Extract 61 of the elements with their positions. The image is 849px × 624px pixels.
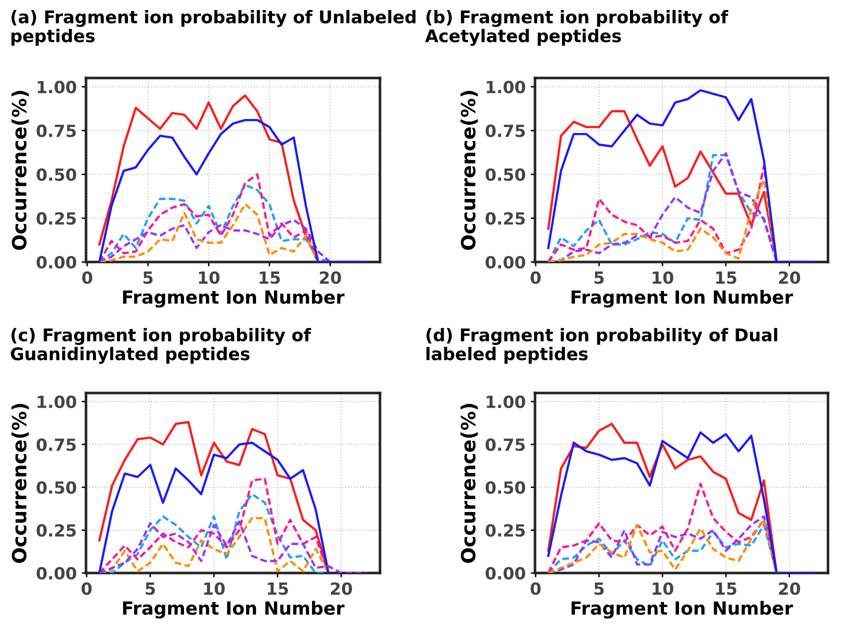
y-tick-label: 0.75 (36, 124, 76, 138)
y-tick-label: 0.00 (36, 256, 76, 269)
line-series (547, 431, 816, 573)
x-tick-label: 15 (716, 582, 736, 595)
y-tick-label: 1.00 (38, 80, 76, 94)
y-tick-label: 0.50 (486, 481, 526, 494)
y-tick-label: 0.50 (36, 481, 76, 494)
x-tick-label: 0 (82, 582, 92, 595)
y-axis-title: Occurrence(%) (12, 404, 29, 563)
y-tick-label: 0.00 (486, 566, 526, 580)
x-tick-label: 0 (530, 582, 541, 595)
chart-title: (a) Fragment ion probability of Unlabeled peptides (11, 10, 416, 46)
y-tick-label: 0.25 (36, 524, 76, 537)
x-tick-label: 20 (779, 582, 800, 595)
x-tick-label: 5 (143, 272, 153, 284)
x-tick-label: 20 (320, 271, 341, 284)
y-tick-label: 0.25 (36, 212, 76, 225)
x-tick-label: 10 (198, 271, 220, 284)
line-series (547, 89, 816, 262)
line-series (98, 520, 368, 573)
y-tick-label: 0.25 (486, 524, 525, 537)
x-tick-label: 15 (268, 582, 288, 595)
x-axis-title: Fragment Ion Number (572, 600, 794, 619)
line-series (98, 218, 332, 262)
x-tick-label: 20 (330, 582, 352, 595)
x-axis-title: Fragment Ion Number (572, 290, 794, 308)
chart-title: (b) Fragment ion probability of Acetylated peptides (425, 10, 728, 46)
y-axis-title: Occurrence(%) (460, 404, 478, 563)
x-tick-label: 15 (260, 272, 280, 284)
y-tick-label: 0.50 (486, 168, 526, 181)
y-tick-label: 1.00 (38, 396, 76, 408)
y-tick-label: 0.00 (36, 566, 76, 580)
y-tick-label: 0.00 (486, 256, 526, 269)
line-series (547, 422, 778, 573)
line-series (98, 118, 368, 262)
x-axis-title: Fragment Ion Number (123, 600, 345, 619)
x-tick-label: 10 (204, 582, 225, 595)
y-tick-label: 0.75 (36, 438, 76, 451)
chart-title: (d) Fragment ion probability of Dual labeled peptides (426, 328, 778, 364)
y-axis-title: Occurrence(%) (12, 90, 29, 250)
x-tick-label: 0 (82, 271, 92, 284)
x-tick-label: 20 (779, 271, 800, 284)
x-tick-label: 0 (530, 271, 541, 284)
line-series (547, 482, 778, 573)
y-tick-label: 0.25 (486, 212, 525, 225)
x-tick-label: 5 (594, 272, 604, 284)
line-series (98, 478, 330, 573)
y-tick-label: 1.00 (486, 396, 526, 408)
line-series (98, 203, 320, 262)
x-tick-label: 10 (652, 582, 674, 595)
x-tick-label: 10 (652, 271, 674, 284)
y-tick-label: 0.75 (486, 438, 525, 451)
x-axis-title: Fragment Ion Number (123, 290, 345, 308)
x-tick-label: 15 (716, 272, 736, 284)
y-tick-label: 0.75 (486, 124, 525, 138)
chart-title: (c) Fragment ion probability of Guanidinylated peptides (10, 328, 312, 364)
y-axis-title: Occurrence(%) (460, 90, 478, 250)
y-tick-label: 1.00 (486, 80, 526, 94)
x-tick-label: 5 (146, 582, 155, 595)
x-tick-label: 5 (594, 582, 604, 595)
y-tick-label: 0.50 (36, 168, 76, 181)
